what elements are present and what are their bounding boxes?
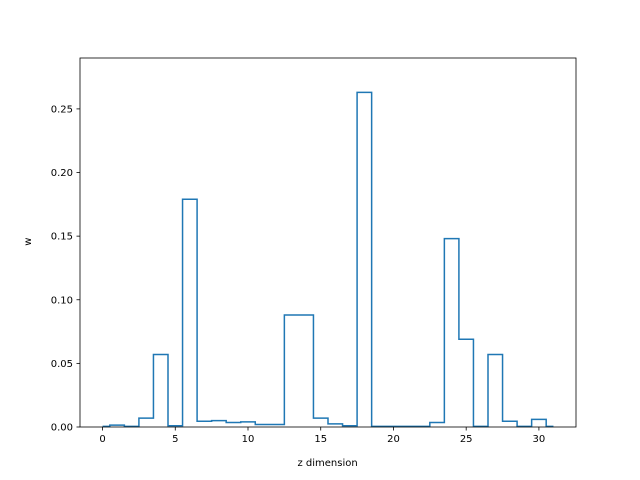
- y-tick-label: 0.20: [51, 168, 73, 179]
- x-tick-label: 15: [314, 434, 327, 445]
- x-axis-label: z dimension: [297, 458, 357, 469]
- x-tick-label: 5: [172, 434, 178, 445]
- y-tick-label: 0.05: [51, 359, 73, 370]
- axes-frame: [79, 57, 577, 428]
- x-tick-label: 10: [242, 434, 255, 445]
- x-tick-label: 20: [387, 434, 400, 445]
- y-tick-label: 0.25: [51, 104, 73, 115]
- x-tick-label: 25: [460, 434, 473, 445]
- y-tick-label: 0.15: [51, 232, 73, 243]
- x-tick-label: 0: [99, 434, 105, 445]
- x-tick-label: 30: [533, 434, 546, 445]
- y-axis-label: w: [23, 238, 34, 246]
- y-tick-label: 0.00: [51, 423, 73, 434]
- y-tick-label: 0.10: [51, 295, 73, 306]
- plot-area: 0 5 10 15 20 25 30 0.00 0.05 0.10 0.15 0.20 0.25: [51, 57, 577, 445]
- series-step-line: [102, 91, 554, 428]
